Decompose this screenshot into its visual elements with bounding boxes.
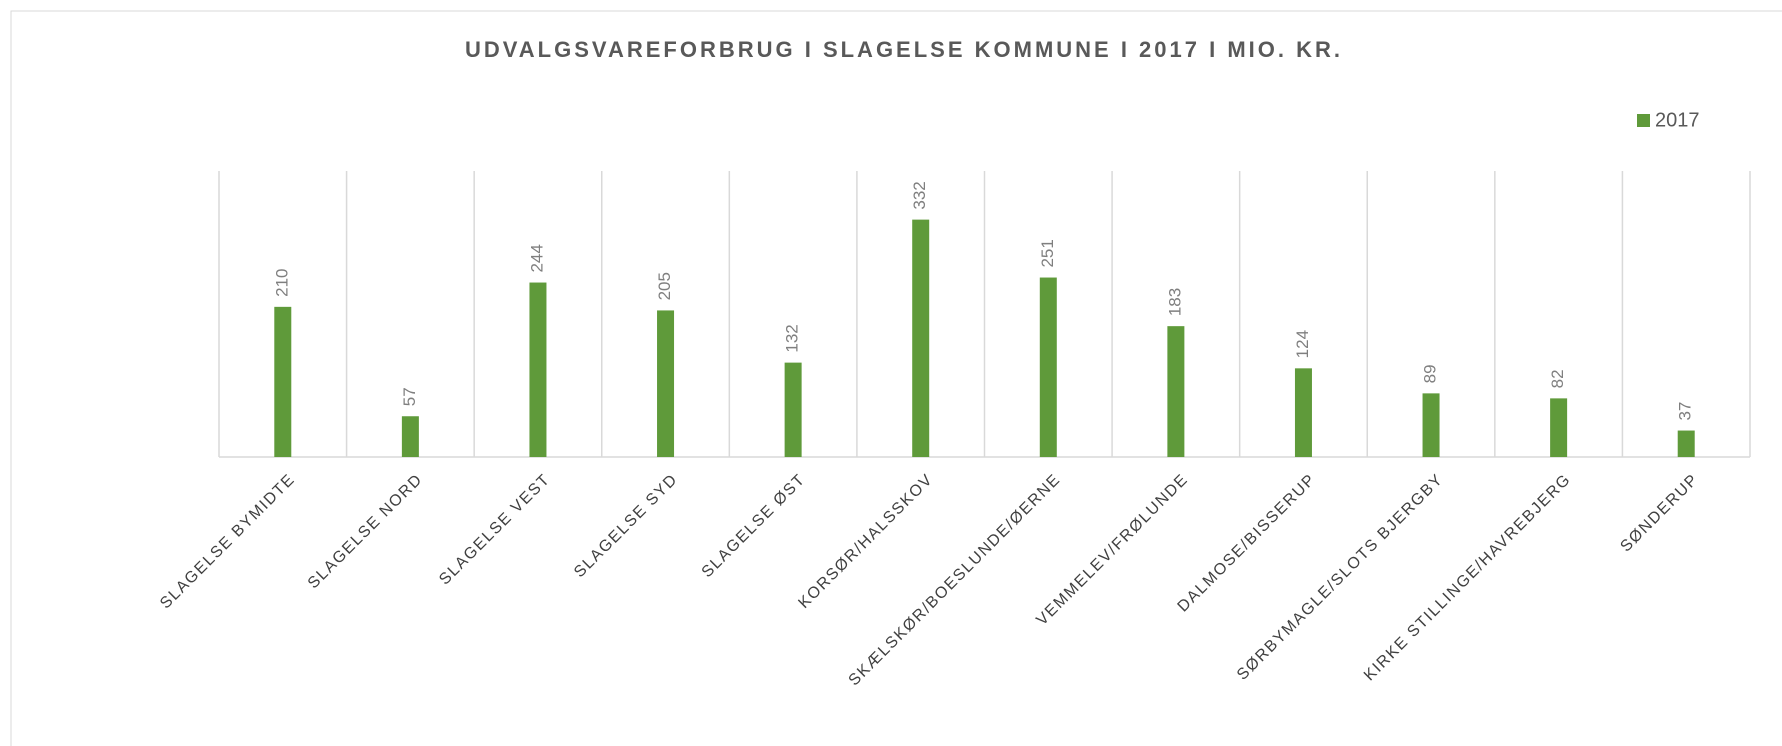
data-label: 332 [910, 181, 929, 209]
data-label: 205 [655, 272, 674, 300]
legend-swatch [1637, 114, 1650, 127]
bar [1550, 398, 1568, 457]
bar [1039, 277, 1057, 457]
data-label: 124 [1293, 330, 1312, 358]
data-label: 251 [1038, 239, 1057, 267]
data-label: 82 [1548, 369, 1567, 388]
data-label: 37 [1676, 402, 1695, 421]
chart-title: UDVALGSVAREFORBRUG I SLAGELSE KOMMUNE I … [465, 37, 1343, 62]
bar [1294, 368, 1312, 457]
data-label: 57 [400, 387, 419, 406]
legend-label: 2017 [1655, 109, 1700, 131]
bar [274, 306, 292, 457]
bar [1422, 393, 1440, 457]
bar [912, 219, 930, 457]
bar [529, 282, 547, 457]
data-label: 132 [783, 324, 802, 352]
bar [1677, 430, 1695, 457]
data-label: 244 [527, 244, 546, 272]
bar [1167, 326, 1185, 457]
bar [401, 416, 419, 457]
bar [657, 310, 675, 457]
bar [784, 362, 802, 457]
data-label: 210 [272, 268, 291, 296]
data-label: 89 [1421, 364, 1440, 383]
chart-frame [10, 10, 1782, 746]
data-label: 183 [1165, 288, 1184, 316]
